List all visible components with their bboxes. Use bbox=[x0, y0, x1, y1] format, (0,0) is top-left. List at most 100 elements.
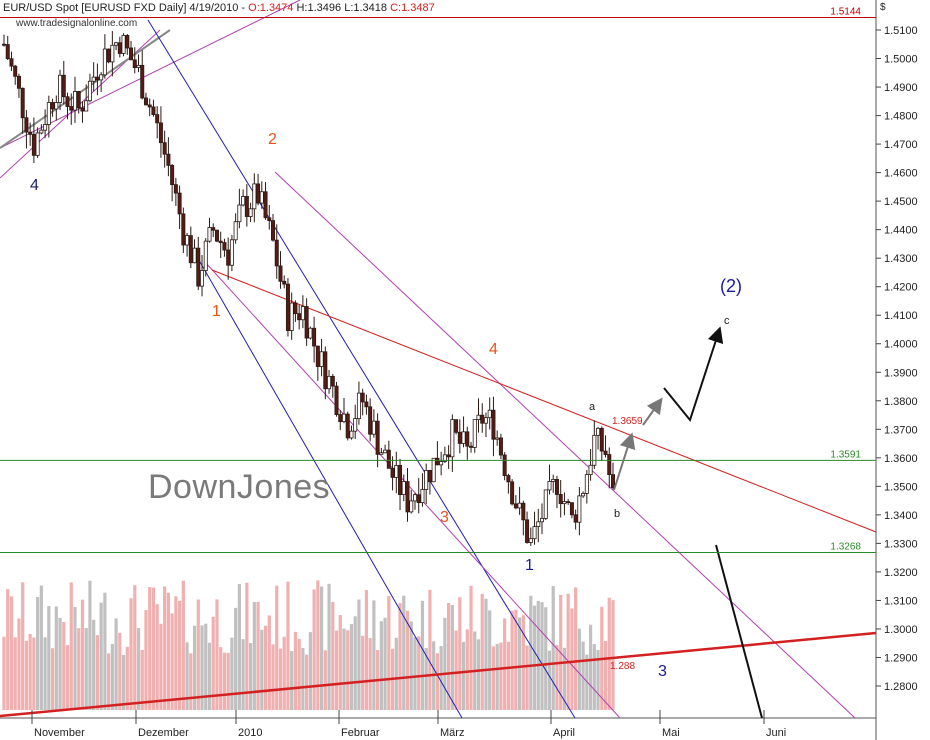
candle-body bbox=[603, 450, 608, 455]
volume-bar bbox=[514, 609, 518, 710]
candle-body bbox=[528, 538, 533, 543]
candle-body bbox=[102, 48, 107, 76]
volume-bar bbox=[588, 624, 593, 710]
volume-bar bbox=[413, 637, 417, 710]
x-tick-label: März bbox=[440, 727, 464, 739]
candle-body bbox=[480, 414, 485, 424]
volume-bar bbox=[293, 631, 298, 710]
candle-body bbox=[427, 469, 432, 483]
volume-bar bbox=[465, 629, 469, 710]
volume-bar bbox=[428, 589, 432, 710]
candle-body bbox=[147, 104, 152, 108]
volume-bar bbox=[256, 601, 260, 710]
volume-bar bbox=[510, 610, 514, 710]
volume-bar bbox=[58, 617, 62, 710]
volume-bar bbox=[338, 615, 342, 710]
volume-bar bbox=[248, 643, 253, 710]
candle-body bbox=[543, 489, 548, 519]
candle-body bbox=[207, 227, 212, 242]
volume-bar bbox=[547, 650, 552, 710]
candle-body bbox=[487, 409, 492, 419]
candle-body bbox=[114, 42, 119, 46]
volume-bar bbox=[611, 600, 615, 710]
projection-arrows bbox=[613, 326, 724, 491]
candle-body bbox=[599, 427, 604, 452]
candle-body bbox=[125, 35, 130, 49]
x-tick-label: Juni bbox=[766, 727, 786, 739]
candle-body bbox=[547, 481, 552, 491]
volume-bar bbox=[99, 602, 103, 710]
volume-bar bbox=[420, 600, 425, 710]
candle-body bbox=[218, 240, 223, 243]
volume-bar bbox=[439, 646, 443, 710]
wave-label: 4 bbox=[489, 341, 498, 358]
volume-bar bbox=[301, 648, 305, 710]
arrow-black bbox=[663, 326, 724, 423]
candle-body bbox=[330, 375, 335, 387]
candle-body bbox=[577, 495, 582, 523]
price-label: 1.3659 bbox=[612, 416, 643, 427]
candle-body bbox=[244, 196, 249, 217]
volume-bar bbox=[506, 641, 510, 710]
candle-body bbox=[465, 431, 470, 447]
volume-bar bbox=[263, 625, 268, 710]
candle-body bbox=[140, 64, 145, 99]
candle-body bbox=[196, 247, 201, 287]
candle-body bbox=[368, 406, 373, 435]
candle-body bbox=[353, 418, 358, 432]
volume-bar bbox=[368, 638, 372, 710]
volume-bar bbox=[196, 599, 200, 710]
volume-bar bbox=[50, 648, 55, 710]
candle-body bbox=[345, 413, 350, 439]
volume-bar bbox=[77, 628, 81, 710]
volume-bar bbox=[581, 641, 585, 710]
volume-bar bbox=[331, 601, 335, 710]
x-tick-label: Dezember bbox=[138, 727, 189, 739]
volume-bar bbox=[532, 605, 537, 710]
arrow-gray-1 bbox=[613, 432, 636, 491]
volume-bar bbox=[525, 645, 529, 710]
volume-bar bbox=[234, 607, 238, 710]
candle-body bbox=[341, 413, 346, 423]
volume-bar bbox=[54, 606, 58, 710]
volume-bar bbox=[271, 644, 275, 710]
candle-body bbox=[349, 430, 354, 439]
volume-bar bbox=[125, 646, 129, 710]
candle-body bbox=[237, 204, 242, 223]
candle-body bbox=[439, 461, 444, 466]
level-label: 1.3268 bbox=[830, 542, 861, 553]
volume-bar bbox=[9, 596, 14, 710]
volume-bar bbox=[387, 596, 391, 710]
volume-bar bbox=[192, 625, 197, 710]
volume-bar bbox=[585, 654, 589, 710]
y-tick-label: 1.3900 bbox=[884, 367, 918, 379]
candle-body bbox=[375, 420, 380, 455]
candle-body bbox=[498, 437, 503, 456]
candle-body bbox=[50, 102, 55, 110]
candle-body bbox=[442, 454, 447, 462]
volume-bar bbox=[185, 642, 189, 710]
candle-body bbox=[46, 102, 51, 125]
symbol-label: EUR/USD Spot [EURUSD FXD Daily] 4/19/201… bbox=[3, 2, 246, 14]
candle-body bbox=[569, 502, 574, 516]
volume-bar bbox=[484, 598, 488, 710]
candle-body bbox=[386, 449, 391, 469]
candle-body bbox=[241, 196, 246, 206]
candle-body bbox=[297, 313, 302, 321]
volume-bar bbox=[2, 636, 6, 710]
level-label: 1.5144 bbox=[830, 6, 861, 17]
volume-bar bbox=[544, 607, 548, 710]
volume-bar bbox=[148, 587, 152, 710]
candle-body bbox=[356, 392, 361, 420]
volume-bar bbox=[499, 642, 503, 710]
volume-bar bbox=[69, 582, 73, 710]
candle-body bbox=[214, 229, 219, 242]
candle-body bbox=[80, 107, 85, 112]
volume-bar bbox=[211, 616, 215, 710]
x-tick-label: Februar bbox=[341, 727, 380, 739]
volume-bar bbox=[517, 617, 522, 710]
candle-body bbox=[285, 283, 290, 331]
volume-bar bbox=[110, 644, 114, 710]
y-tick-label: 1.3000 bbox=[884, 624, 918, 636]
candle-body bbox=[87, 80, 92, 102]
